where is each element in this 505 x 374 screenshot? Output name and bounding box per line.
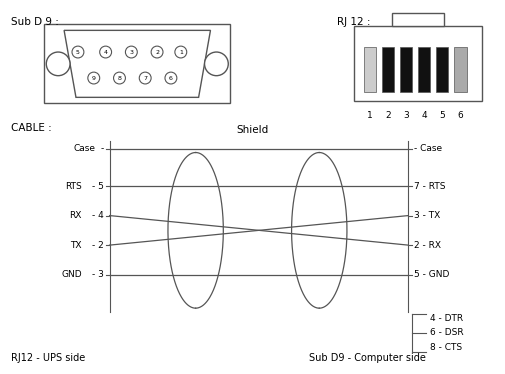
Text: 2 - RX: 2 - RX — [414, 240, 440, 249]
Text: - 5: - 5 — [91, 181, 104, 190]
Circle shape — [46, 52, 70, 76]
Text: - 2: - 2 — [92, 240, 104, 249]
Text: 6: 6 — [457, 111, 463, 120]
Circle shape — [125, 46, 137, 58]
Text: GND: GND — [61, 270, 82, 279]
Text: 3 - TX: 3 - TX — [414, 211, 439, 220]
Text: RX: RX — [69, 211, 82, 220]
Circle shape — [72, 46, 84, 58]
Text: 9: 9 — [91, 76, 95, 80]
Bar — [381, 47, 393, 92]
Text: 5 - GND: 5 - GND — [414, 270, 449, 279]
Text: RTS: RTS — [65, 181, 82, 190]
Circle shape — [204, 52, 228, 76]
Polygon shape — [64, 30, 210, 97]
Text: 6: 6 — [169, 76, 173, 80]
Text: Case: Case — [74, 144, 95, 153]
Text: CABLE :: CABLE : — [11, 123, 52, 133]
Text: 2: 2 — [384, 111, 390, 120]
Bar — [399, 47, 411, 92]
Text: 3: 3 — [129, 49, 133, 55]
Bar — [435, 47, 447, 92]
Text: 7 - RTS: 7 - RTS — [414, 181, 445, 190]
Text: TX: TX — [70, 240, 82, 249]
Text: 8: 8 — [117, 76, 121, 80]
Circle shape — [88, 72, 99, 84]
Text: Shield: Shield — [236, 125, 269, 135]
Text: 1: 1 — [178, 49, 182, 55]
Circle shape — [165, 72, 176, 84]
Bar — [392, 13, 443, 27]
Bar — [417, 47, 429, 92]
Circle shape — [99, 46, 111, 58]
Bar — [453, 47, 466, 92]
Circle shape — [175, 46, 186, 58]
Text: 4: 4 — [421, 111, 426, 120]
Text: 4: 4 — [104, 49, 108, 55]
Text: - Case: - Case — [414, 144, 441, 153]
Text: RJ 12 :: RJ 12 : — [336, 16, 370, 27]
Text: 8 - CTS: 8 - CTS — [429, 343, 461, 352]
Text: Sub D 9 :: Sub D 9 : — [11, 16, 59, 27]
Text: 5: 5 — [76, 49, 80, 55]
Text: Sub D9 - Computer side: Sub D9 - Computer side — [309, 353, 425, 364]
Text: - 4: - 4 — [92, 211, 104, 220]
Circle shape — [139, 72, 151, 84]
Text: 5: 5 — [439, 111, 444, 120]
Text: 4 - DTR: 4 - DTR — [429, 313, 462, 322]
Bar — [353, 27, 481, 101]
Bar — [44, 24, 230, 103]
Text: 1: 1 — [366, 111, 372, 120]
Text: -: - — [100, 144, 104, 153]
Circle shape — [151, 46, 163, 58]
Text: 6 - DSR: 6 - DSR — [429, 328, 463, 337]
Text: 2: 2 — [155, 49, 159, 55]
Text: 7: 7 — [143, 76, 147, 80]
Text: RJ12 - UPS side: RJ12 - UPS side — [11, 353, 85, 364]
Circle shape — [113, 72, 125, 84]
Text: - 3: - 3 — [91, 270, 104, 279]
Bar — [363, 47, 375, 92]
Text: 3: 3 — [402, 111, 408, 120]
